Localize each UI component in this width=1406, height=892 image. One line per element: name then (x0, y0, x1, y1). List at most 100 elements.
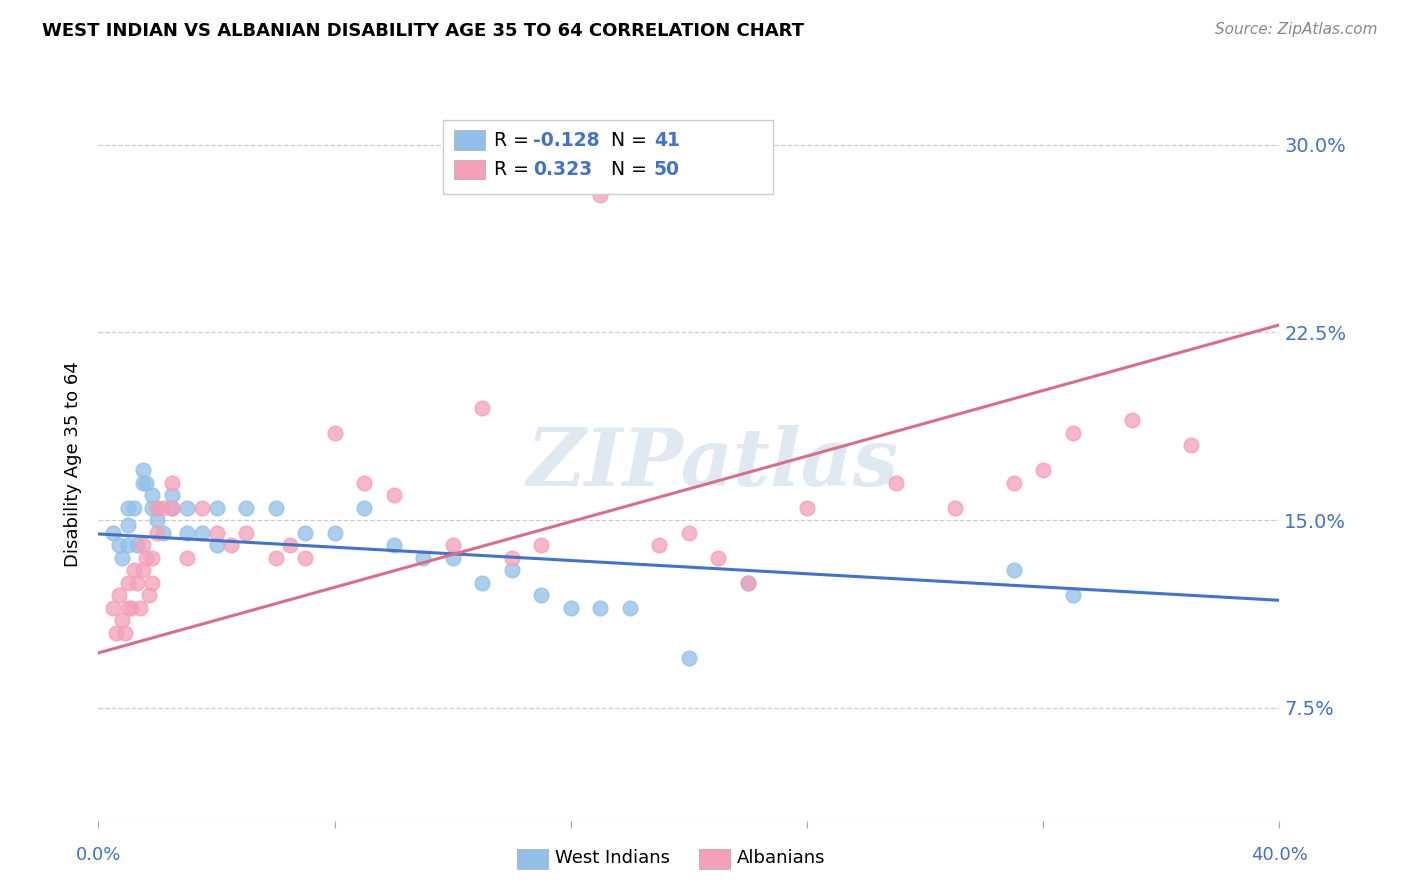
Point (162, 475, 183, 490)
Point (589, 187, 612, 202)
Point (162, 500, 183, 515)
Point (796, 500, 818, 515)
Point (117, 500, 139, 515)
Point (235, 500, 257, 515)
Point (619, 600, 641, 615)
Point (141, 575, 163, 590)
Point (111, 550, 134, 565)
Point (884, 475, 907, 490)
Point (135, 550, 157, 565)
Point (146, 500, 169, 515)
Point (191, 500, 214, 515)
Text: ZIPatlas: ZIPatlas (526, 425, 898, 502)
Point (501, 550, 523, 565)
Point (105, 625, 128, 640)
Point (132, 538, 155, 552)
Point (323, 525, 346, 540)
Point (278, 538, 302, 552)
Point (294, 525, 316, 540)
Text: -0.128: -0.128 (533, 130, 599, 150)
Text: Albanians: Albanians (737, 849, 825, 867)
Point (141, 500, 163, 515)
Point (648, 538, 671, 552)
Point (678, 525, 700, 540)
Point (191, 525, 214, 540)
Point (737, 575, 759, 590)
Text: WEST INDIAN VS ALBANIAN DISABILITY AGE 35 TO 64 CORRELATION CHART: WEST INDIAN VS ALBANIAN DISABILITY AGE 3… (42, 22, 804, 40)
Point (353, 500, 375, 515)
Point (138, 588, 160, 602)
Text: 0.323: 0.323 (533, 160, 592, 179)
Point (264, 500, 287, 515)
Point (103, 600, 125, 615)
Point (560, 600, 582, 615)
Point (1062, 588, 1084, 602)
Point (146, 525, 169, 540)
Point (132, 475, 155, 490)
Point (120, 600, 142, 615)
Point (117, 538, 139, 552)
Point (135, 475, 157, 490)
Text: 40.0%: 40.0% (1251, 846, 1308, 863)
Point (294, 550, 316, 565)
Point (1032, 463, 1054, 477)
Point (707, 550, 730, 565)
Point (471, 575, 494, 590)
Point (441, 550, 464, 565)
Point (122, 500, 145, 515)
Point (235, 525, 257, 540)
Point (125, 575, 148, 590)
Point (103, 525, 125, 540)
Point (152, 525, 174, 540)
Point (530, 538, 553, 552)
Point (125, 538, 148, 552)
Point (141, 550, 163, 565)
Text: N =: N = (599, 130, 652, 150)
Point (132, 463, 155, 477)
Text: 50: 50 (654, 160, 679, 179)
Point (114, 625, 136, 640)
Point (1002, 563, 1025, 577)
Text: R =: R = (494, 160, 534, 179)
Point (589, 600, 612, 615)
Point (471, 401, 494, 415)
Text: 41: 41 (654, 130, 679, 150)
Point (1062, 425, 1084, 440)
Point (152, 500, 174, 515)
Point (146, 513, 169, 527)
Point (117, 575, 139, 590)
Point (108, 588, 131, 602)
Point (176, 525, 198, 540)
Point (1180, 438, 1202, 452)
Point (501, 563, 523, 577)
Point (176, 550, 198, 565)
Point (176, 500, 198, 515)
Point (323, 425, 346, 440)
Point (205, 500, 228, 515)
Point (1121, 413, 1143, 427)
Point (382, 538, 405, 552)
Point (162, 488, 183, 502)
Point (943, 500, 966, 515)
Point (146, 500, 169, 515)
Point (128, 600, 150, 615)
Point (441, 538, 464, 552)
Text: N =: N = (599, 160, 652, 179)
Point (141, 488, 163, 502)
Point (122, 563, 145, 577)
Point (205, 538, 228, 552)
Text: Source: ZipAtlas.com: Source: ZipAtlas.com (1215, 22, 1378, 37)
Text: West Indians: West Indians (555, 849, 671, 867)
Point (1002, 475, 1025, 490)
Point (111, 613, 134, 627)
Point (412, 550, 434, 565)
Point (205, 525, 228, 540)
Point (264, 550, 287, 565)
Point (737, 575, 759, 590)
Point (678, 651, 700, 665)
Point (117, 518, 139, 533)
Point (353, 475, 375, 490)
Point (132, 563, 155, 577)
Point (530, 588, 553, 602)
Y-axis label: Disability Age 35 to 64: Disability Age 35 to 64 (65, 361, 83, 566)
